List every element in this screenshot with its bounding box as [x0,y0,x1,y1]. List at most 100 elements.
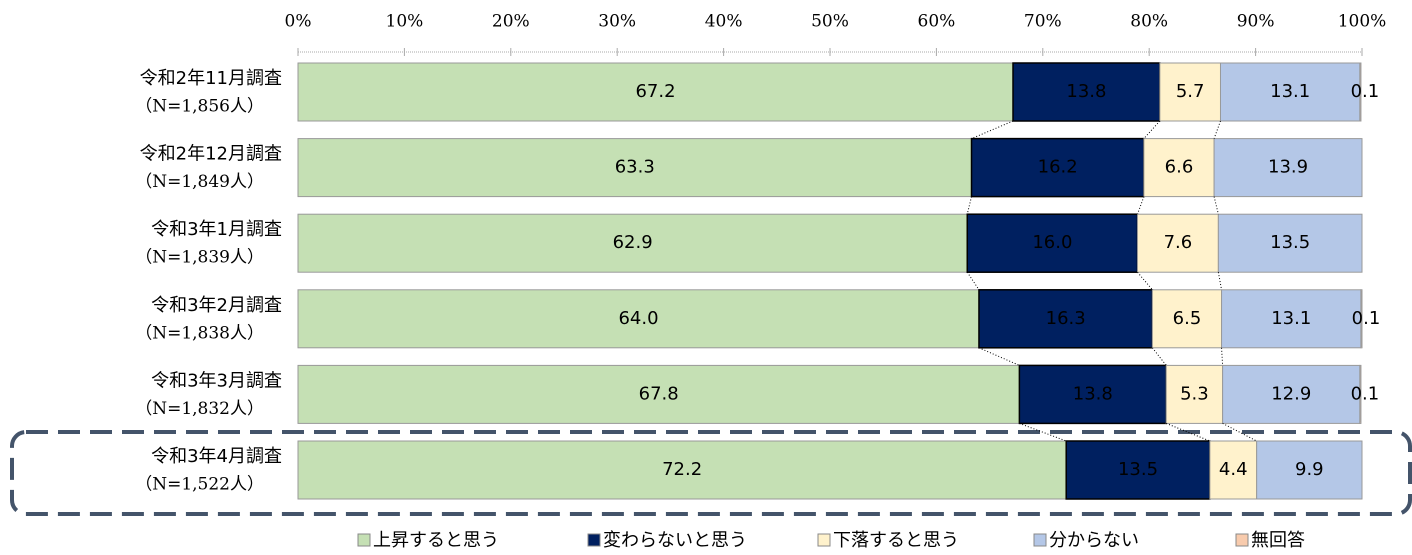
x-tick-label: 0% [285,12,312,32]
connector [1221,347,1224,366]
connector [1213,120,1221,139]
value-label: 0.1 [1352,308,1381,329]
legend-swatch [587,533,601,547]
connector [978,347,1020,366]
legend-swatch [817,533,831,547]
bar-segment [1219,62,1361,122]
sample-label: （N=1,832人） [135,399,264,419]
x-tick-label: 80% [1130,12,1168,32]
bar-segment [1151,289,1223,349]
value-label: 5.3 [1180,383,1209,404]
connector [971,120,1014,140]
x-tick-label: 70% [1024,12,1062,32]
connector [1222,422,1257,442]
value-label: 7.6 [1164,232,1193,253]
bar-segment [1359,62,1362,122]
bar-segment [1209,440,1258,500]
bar-segment [1217,213,1363,273]
highlight-frame [10,430,1412,516]
bar-segment [1159,62,1221,122]
legend-swatch [357,533,371,547]
value-label: 16.2 [1038,157,1078,178]
value-label: 9.9 [1295,459,1324,480]
connector [966,271,980,291]
value-label: 64.0 [618,308,658,329]
value-label: 6.5 [1173,308,1202,329]
legend-label: 変わらないと思う [603,530,747,551]
bar-segment [1136,213,1219,273]
bar-segment [1221,289,1362,349]
sample-label: （N=1,856人） [135,97,264,117]
value-label: 62.9 [613,232,653,253]
bar-segment [1360,289,1363,349]
value-label: 16.0 [1032,232,1072,253]
bar-segment [1143,138,1215,198]
legend-label: 下落すると思う [833,530,959,551]
connector [1166,422,1211,442]
value-label: 72.2 [662,459,702,480]
category-label: 令和3年2月調査 [151,295,282,316]
value-label: 12.9 [1271,383,1311,404]
legend-swatch [1033,533,1047,547]
bar-segment [1359,364,1362,424]
value-label: 67.2 [635,81,675,102]
value-label: 13.5 [1270,232,1310,253]
bar-segment [297,364,1020,424]
bar-segment [1256,440,1363,500]
bar-segment [966,213,1139,273]
value-label: 13.5 [1118,459,1158,480]
legend-label: 無回答 [1251,530,1305,551]
connector [1213,196,1219,215]
value-label: 0.1 [1351,383,1380,404]
value-label: 13.1 [1271,308,1311,329]
x-tick-label: 30% [598,12,636,32]
sample-label: （N=1,522人） [135,475,264,495]
sample-label: （N=1,838人） [135,323,264,343]
value-label: 13.8 [1073,383,1113,404]
category-label: 令和3年1月調査 [151,219,282,240]
x-tick-label: 40% [705,12,743,32]
category-label: 令和3年3月調査 [151,370,282,391]
bar-segment [297,138,973,198]
value-label: 5.7 [1176,81,1205,102]
connector [1217,272,1223,290]
value-label: 13.9 [1268,157,1308,178]
legend-swatch [1235,533,1249,547]
sample-label: （N=1,849人） [135,172,264,192]
value-label: 13.8 [1066,81,1106,102]
bar-segment [297,440,1067,500]
category-label: 令和2年12月調査 [140,144,282,165]
bar-segment [1213,138,1363,198]
value-label: 0.1 [1351,81,1380,102]
bar-segment [1012,62,1161,122]
x-tick-label: 50% [811,12,849,32]
x-tick-label: 60% [918,12,956,32]
value-label: 13.1 [1270,81,1310,102]
x-tick-label: 90% [1237,12,1275,32]
legend-label: 分からない [1049,530,1139,551]
value-label: 4.4 [1219,459,1248,480]
sample-label: （N=1,839人） [135,248,264,268]
connector [1151,347,1167,366]
value-label: 67.8 [639,383,679,404]
x-tick-label: 20% [492,12,530,32]
bar-segment [297,62,1014,122]
x-tick-label: 10% [386,12,424,32]
connector [1137,271,1153,291]
value-label: 16.3 [1046,308,1086,329]
connector [1143,120,1161,139]
bar-segment [297,213,968,273]
bar-segment [1165,364,1224,424]
category-label: 令和3年4月調査 [151,446,282,467]
value-label: 6.6 [1165,157,1194,178]
bar-segment [1065,440,1211,500]
bar-segment [1222,364,1361,424]
connector [966,196,972,215]
value-label: 63.3 [615,157,655,178]
x-tick-label: 100% [1338,12,1387,32]
legend-label: 上昇すると思う [373,530,499,551]
bar-segment [970,137,1145,198]
category-label: 令和2年11月調査 [140,68,282,89]
connector [1137,196,1145,215]
